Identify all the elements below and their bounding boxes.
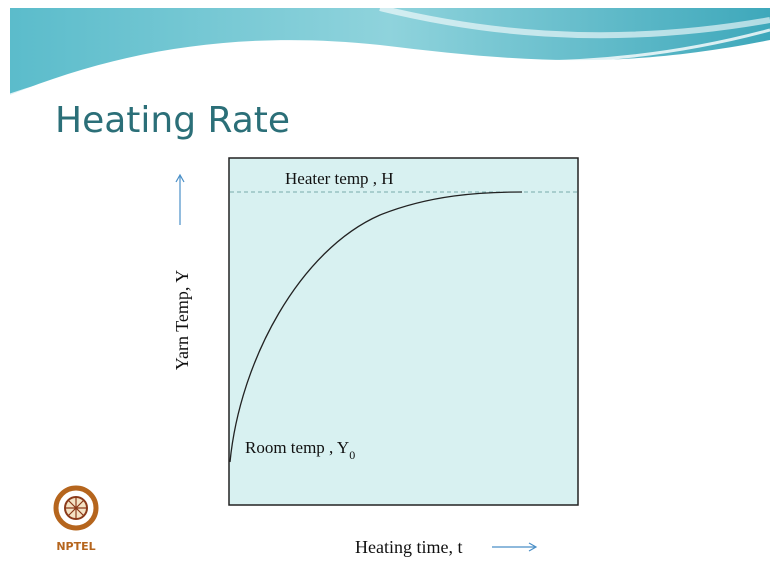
- room-label-text: Room temp , Y: [245, 438, 349, 457]
- room-label-subscript: 0: [349, 448, 355, 462]
- heater-label: Heater temp , H: [285, 169, 394, 188]
- slide: Heating Rate Heater temp , H Room temp ,…: [0, 0, 770, 580]
- logo-text: NPTEL: [56, 540, 95, 553]
- slide-title: Heating Rate: [55, 100, 290, 141]
- y-axis-label: Yarn Temp, Y: [172, 270, 192, 370]
- x-axis-label: Heating time, t: [355, 537, 462, 557]
